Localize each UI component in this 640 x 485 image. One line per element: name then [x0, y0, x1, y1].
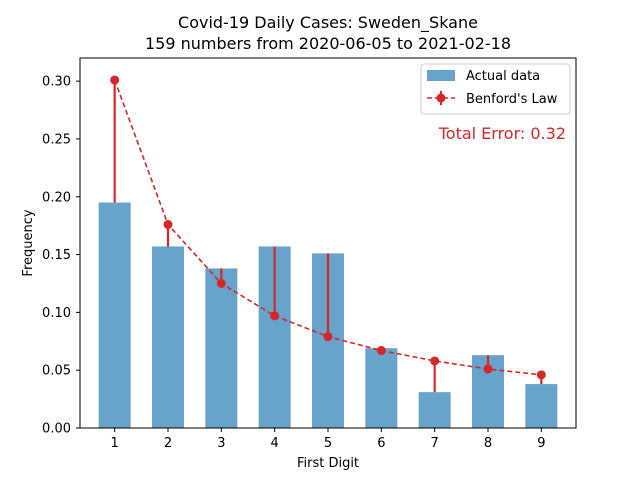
benford-marker-digit-5: [323, 332, 333, 342]
y-tick-label-0.20: 0.20: [42, 190, 71, 205]
y-tick-label-0.10: 0.10: [42, 306, 71, 321]
x-tick-label-4: 4: [271, 436, 279, 451]
bar-digit-1: [98, 202, 131, 428]
legend-label-actual: Actual data: [466, 69, 540, 84]
x-tick-label-5: 5: [324, 436, 332, 451]
benford-marker-digit-9: [536, 370, 546, 380]
benford-marker-digit-4: [270, 311, 280, 321]
legend-label-benford: Benford's Law: [466, 92, 558, 107]
plot-area: 1 2 3 4 5 6 7 8 9 0.00 0.05 0.10 0.15 0.20 0.25 0.30: [42, 75, 558, 451]
benford-marker-digit-3: [216, 278, 226, 288]
legend: Actual data Benford's Law: [420, 63, 571, 115]
legend-frame: [420, 63, 571, 115]
axes-frame: [79, 57, 577, 429]
x-tick-label-7: 7: [431, 436, 439, 451]
x-tick-label-6: 6: [377, 436, 385, 451]
y-tick-label-0.25: 0.25: [42, 132, 71, 147]
y-tick-label-0.30: 0.30: [42, 75, 71, 90]
x-axis-label: First Digit: [297, 456, 359, 471]
x-tick-label-9: 9: [537, 436, 545, 451]
benford-marker-digit-2: [163, 220, 173, 229]
total-error-annotation: Total Error: 0.32: [438, 124, 566, 143]
bar-digit-6: [365, 348, 398, 428]
benford-marker-digit-6: [376, 346, 386, 356]
bar-digit-9: [525, 384, 558, 428]
y-tick-label-0.00: 0.00: [42, 422, 71, 437]
bar-digit-3: [205, 268, 238, 428]
legend-swatch-benford-marker: [436, 93, 446, 103]
chart-title-line2: 159 numbers from 2020-06-05 to 2021-02-1…: [145, 34, 511, 53]
benford-marker-digit-8: [483, 364, 493, 374]
x-tick-label-3: 3: [217, 436, 225, 451]
bar-digit-7: [418, 392, 451, 428]
bar-digit-2: [152, 246, 184, 428]
y-tick-label-0.05: 0.05: [42, 364, 71, 379]
y-tick-label-0.15: 0.15: [42, 248, 71, 263]
x-tick-label-8: 8: [484, 436, 492, 451]
x-tick-label-1: 1: [111, 436, 119, 451]
y-axis-label: Frequency: [21, 209, 36, 276]
benford-marker-digit-7: [430, 356, 440, 366]
chart-title-line1: Covid-19 Daily Cases: Sweden_Skane: [178, 13, 478, 33]
benford-marker-digit-1: [110, 75, 120, 85]
x-tick-label-2: 2: [164, 436, 172, 451]
legend-swatch-actual: [427, 70, 455, 81]
